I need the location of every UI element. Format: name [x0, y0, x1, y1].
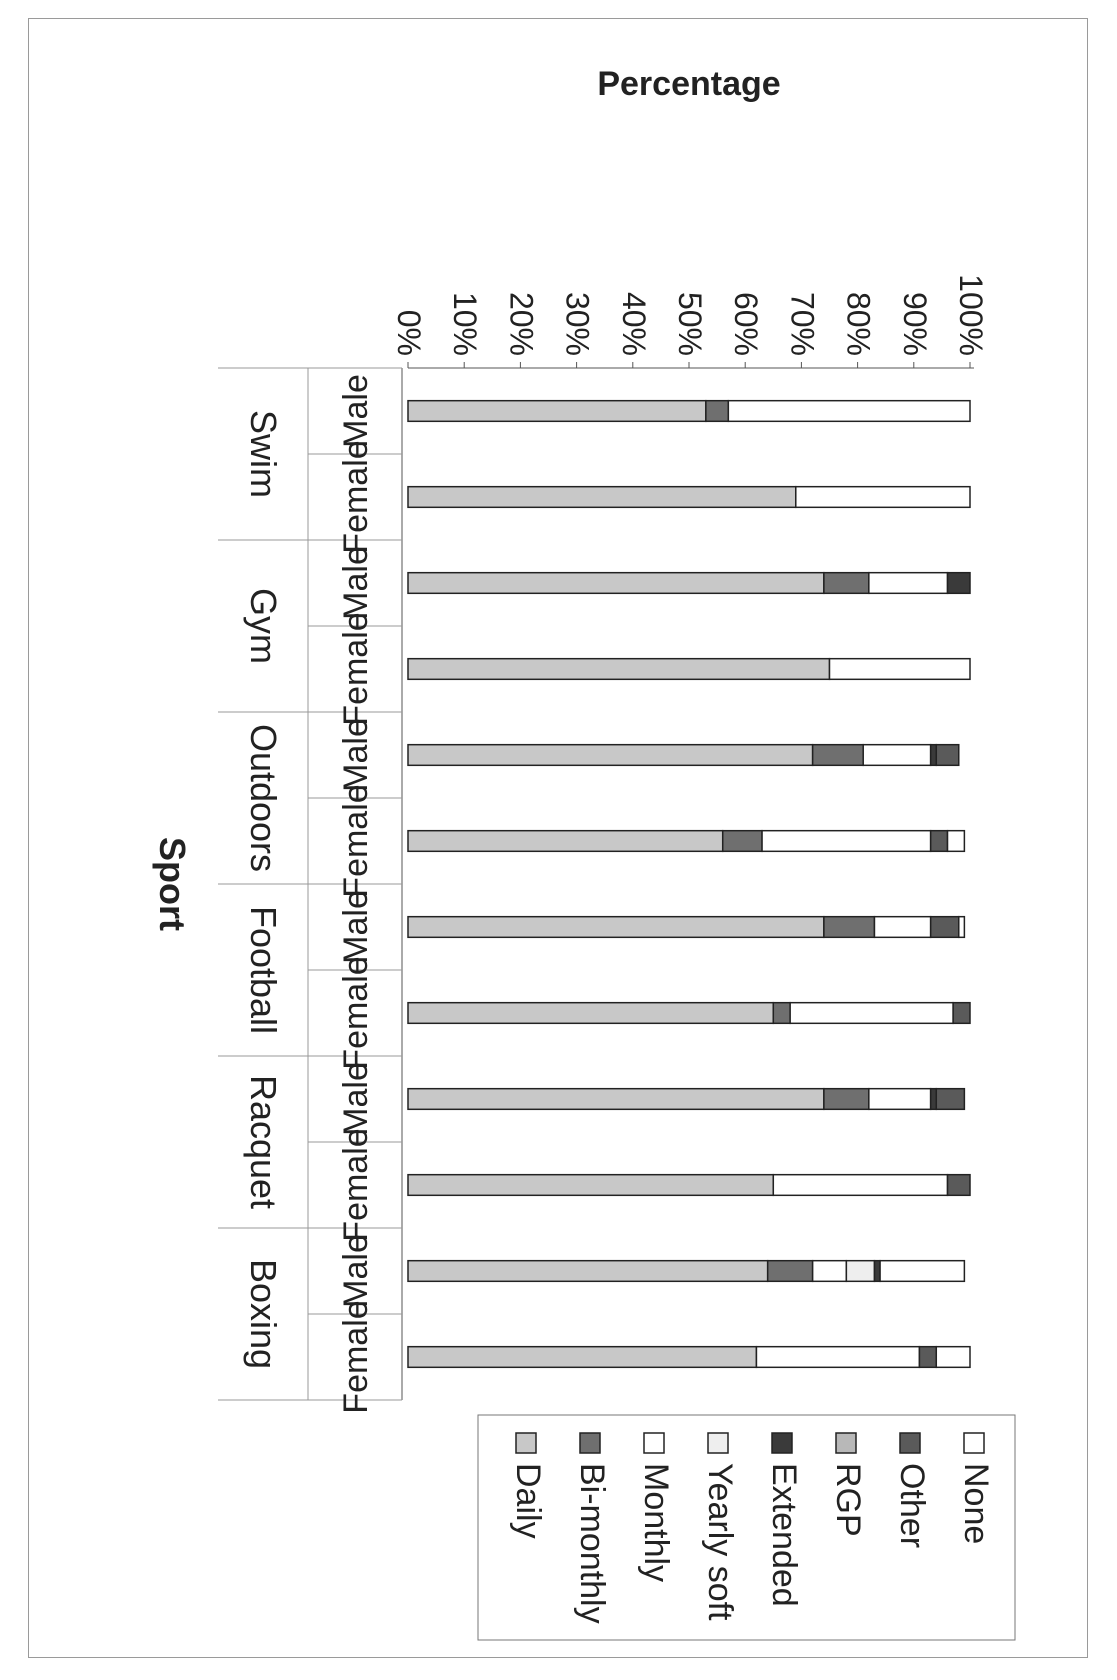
- bar-segment-bi-monthly: [721, 829, 763, 853]
- bar-segment-other: [935, 1087, 966, 1111]
- bar-segment-extended: [929, 1087, 938, 1111]
- bar-segment-monthly: [868, 1087, 932, 1111]
- bar-segment-daily: [407, 485, 797, 509]
- x-group-label: Swim: [243, 410, 284, 498]
- legend-label: Bi-monthly: [573, 1463, 611, 1624]
- y-tick-label: 10%: [447, 292, 483, 356]
- bar-segment-monthly: [761, 829, 932, 853]
- legend-swatch-none: [963, 1432, 985, 1454]
- y-tick-label: 20%: [503, 292, 539, 356]
- bar-segment-extended: [873, 1259, 881, 1283]
- bar-segment-monthly: [772, 1173, 949, 1197]
- legend-swatch-bi-monthly: [579, 1432, 601, 1454]
- bar-segment-bi-monthly: [766, 1259, 814, 1283]
- bar-segment-extended: [946, 571, 971, 595]
- legend-swatch-monthly: [643, 1432, 665, 1454]
- x-axis-title: Sport: [152, 837, 193, 931]
- bar-segment-other: [929, 829, 949, 853]
- bar-segment-daily: [407, 571, 825, 595]
- y-tick-label: 60%: [728, 292, 764, 356]
- bar-segment-daily: [407, 1087, 825, 1111]
- bar-segment-yearly-soft: [845, 1259, 876, 1283]
- bar-segment-none: [879, 1259, 966, 1283]
- bar-segment-other: [952, 1001, 971, 1025]
- bar-segment-other: [929, 915, 960, 939]
- bar-segment-daily: [407, 1259, 769, 1283]
- chart-rotated-group: 0% 10% 20% 30% 40% 50% 60% 70% 80% 90% 100% Percent…: [152, 65, 1016, 1641]
- bar-segment-bi-monthly: [823, 915, 876, 939]
- x-category-label: Male: [337, 546, 375, 620]
- bar-segment-bi-monthly: [823, 571, 870, 595]
- x-category-label: Female: [337, 440, 375, 553]
- y-tick-label: 80%: [841, 292, 877, 356]
- legend-label: Daily: [509, 1463, 547, 1539]
- x-category-label: Male: [337, 374, 375, 448]
- bar-segment-none: [958, 915, 966, 939]
- bar-segment-monthly: [873, 915, 932, 939]
- bar-segment-other: [935, 743, 960, 767]
- y-tick-label: 30%: [560, 292, 596, 356]
- bar-segment-daily: [407, 1345, 758, 1369]
- legend-label: Other: [893, 1463, 931, 1548]
- bar-segment-other: [946, 1173, 971, 1197]
- legend-label: Monthly: [637, 1463, 675, 1582]
- legend-swatch-extended: [771, 1432, 793, 1454]
- x-category-label: Female: [337, 1128, 375, 1241]
- bar-segment-other: [918, 1345, 938, 1369]
- bar-segment-daily: [407, 657, 831, 681]
- y-tick-label: 0%: [391, 310, 427, 356]
- x-group-label: Football: [243, 906, 284, 1034]
- bar-segment-bi-monthly: [772, 1001, 791, 1025]
- bar-segment-none: [946, 829, 966, 853]
- bar-segment-monthly: [795, 485, 971, 509]
- chart-frame: [28, 18, 1088, 1658]
- bar-segment-bi-monthly: [705, 399, 730, 423]
- legend-box: [477, 1414, 1016, 1641]
- bar-segment-bi-monthly: [823, 1087, 870, 1111]
- y-tick-label: 70%: [784, 292, 820, 356]
- bar-segment-daily: [407, 915, 825, 939]
- x-category-label: Male: [337, 718, 375, 792]
- bar-segment-none: [935, 1345, 971, 1369]
- y-tick-label: 90%: [897, 292, 933, 356]
- bar-segment-monthly: [789, 1001, 954, 1025]
- x-group-label: Gym: [243, 588, 284, 664]
- bar-segment-daily: [407, 1001, 775, 1025]
- bar-segment-daily: [407, 1173, 775, 1197]
- x-category-label: Male: [337, 1062, 375, 1136]
- y-tick-label: 50%: [672, 292, 708, 356]
- x-group-label: Boxing: [243, 1259, 284, 1369]
- legend-label: Extended: [765, 1463, 803, 1607]
- bar-segment-daily: [407, 399, 707, 423]
- bar-segment-bi-monthly: [811, 743, 864, 767]
- bar-segment-daily: [407, 829, 724, 853]
- legend-swatch-yearly-soft: [707, 1432, 729, 1454]
- legend-label: RGP: [829, 1463, 867, 1537]
- legend-swatch-rgp: [835, 1432, 857, 1454]
- bar-segment-daily: [407, 743, 814, 767]
- bar-segment-extended: [929, 743, 938, 767]
- y-axis-title: Percentage: [597, 65, 780, 103]
- legend-label: Yearly soft: [701, 1463, 739, 1621]
- bar-segment-monthly: [755, 1345, 921, 1369]
- bar-segment-monthly: [868, 571, 949, 595]
- x-category-label: Female: [337, 784, 375, 897]
- y-tick-label: 100%: [953, 274, 989, 356]
- legend-swatch-daily: [515, 1432, 537, 1454]
- x-category-label: Male: [337, 890, 375, 964]
- legend-swatch-other: [899, 1432, 921, 1454]
- bar-segment-monthly: [828, 657, 971, 681]
- x-category-label: Male: [337, 1234, 375, 1308]
- bar-segment-monthly: [811, 1259, 848, 1283]
- x-category-label: Female: [337, 612, 375, 725]
- bar-segment-monthly: [727, 399, 971, 423]
- y-tick-label: 40%: [616, 292, 652, 356]
- legend-label: None: [957, 1463, 995, 1544]
- x-category-label: Female: [337, 1300, 375, 1413]
- x-category-label: Female: [337, 956, 375, 1069]
- bar-segment-monthly: [862, 743, 932, 767]
- x-group-label: Outdoors: [243, 724, 284, 872]
- x-group-label: Racquet: [243, 1075, 284, 1209]
